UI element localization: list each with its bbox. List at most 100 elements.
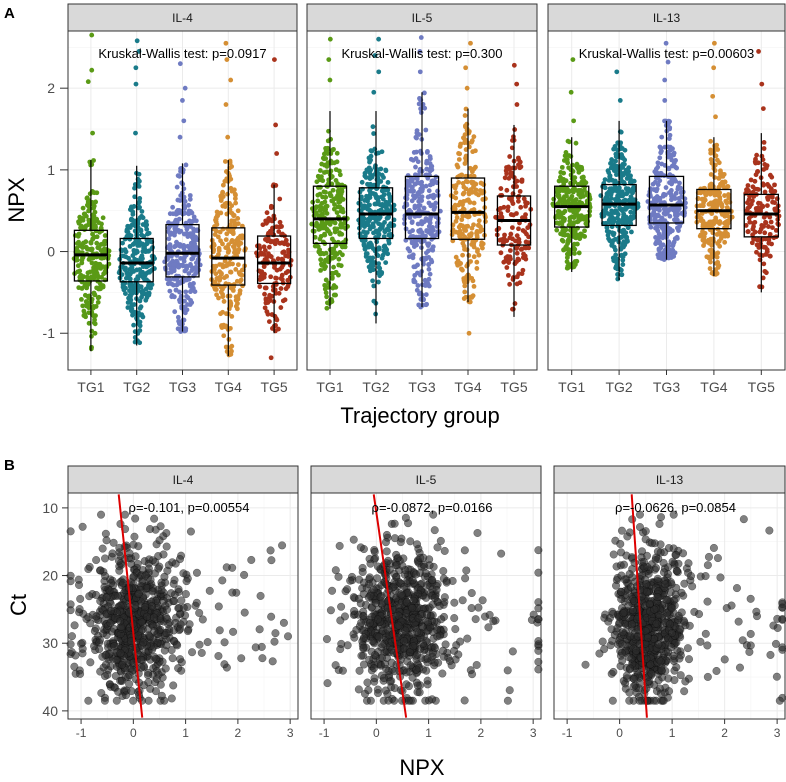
data-point [660, 235, 666, 241]
data-point [97, 689, 106, 698]
data-point [456, 157, 462, 162]
data-point [223, 344, 229, 350]
data-point [453, 183, 459, 188]
data-point [415, 283, 421, 288]
data-point [670, 146, 675, 152]
data-point [79, 286, 85, 291]
data-point [462, 113, 468, 118]
data-point [205, 586, 214, 595]
data-point [678, 194, 684, 200]
data-point [277, 219, 283, 225]
data-point [431, 195, 436, 201]
data-point [172, 309, 178, 315]
data-point [141, 571, 150, 580]
data-point [753, 156, 758, 162]
data-point [261, 264, 267, 270]
data-point [379, 172, 385, 178]
data-point [409, 234, 415, 239]
data-point [198, 615, 207, 624]
data-point [712, 145, 718, 151]
data-point [466, 330, 472, 336]
data-point [76, 669, 85, 678]
data-point [460, 206, 466, 212]
data-point [169, 294, 175, 300]
data-point [212, 279, 218, 285]
data-point [655, 170, 660, 176]
data-point [409, 188, 415, 194]
data-point [425, 281, 431, 287]
data-point [435, 188, 440, 194]
data-point [227, 299, 233, 305]
data-point [498, 186, 504, 191]
data-point [188, 297, 193, 303]
y-tick-label: -1 [43, 325, 56, 341]
data-point [164, 276, 170, 282]
data-point [162, 542, 171, 551]
data-point [327, 77, 333, 83]
kruskal-wallis-annotation: Kruskal-Wallis test: p=0.300 [341, 46, 502, 61]
data-point [318, 206, 324, 211]
data-point [651, 197, 657, 203]
data-point [240, 608, 249, 617]
data-point [167, 288, 173, 294]
data-point [668, 188, 674, 193]
data-point [514, 178, 520, 184]
data-point [620, 193, 625, 199]
data-point [329, 181, 335, 187]
data-point [376, 232, 382, 238]
data-point [108, 549, 117, 558]
data-point [150, 514, 159, 523]
data-point [371, 283, 377, 289]
data-point [440, 546, 449, 555]
data-point [75, 263, 81, 269]
data-point [231, 213, 237, 219]
data-point [480, 245, 485, 251]
box-tg5 [256, 235, 292, 285]
data-point [285, 277, 291, 283]
data-point [92, 317, 97, 323]
data-point [570, 57, 576, 62]
data-point [514, 233, 520, 239]
data-point [131, 514, 140, 523]
data-point [349, 535, 358, 544]
data-point [76, 239, 81, 245]
data-point [80, 245, 85, 250]
facet-strip [306, 3, 538, 32]
data-point [223, 40, 229, 46]
data-point [745, 205, 751, 211]
data-point [572, 179, 578, 185]
data-point [468, 40, 473, 46]
data-point [518, 204, 524, 210]
data-point [334, 210, 340, 216]
data-point [144, 248, 150, 254]
data-point [675, 186, 681, 192]
data-point [605, 168, 611, 174]
scatter-points [322, 510, 543, 705]
data-point [770, 199, 775, 205]
data-point [256, 591, 265, 600]
data-point [118, 247, 124, 253]
data-point [710, 93, 716, 99]
data-point [94, 190, 100, 196]
data-point [700, 237, 706, 243]
data-point [102, 593, 111, 602]
data-point [483, 219, 488, 224]
data-point [370, 124, 376, 130]
data-point [455, 260, 461, 265]
data-point [712, 192, 718, 198]
data-point [714, 157, 720, 163]
y-tick-label: 10 [42, 500, 58, 516]
data-point [724, 200, 730, 206]
data-point [469, 295, 475, 300]
data-point [407, 215, 413, 220]
data-point [215, 626, 224, 635]
data-point [337, 231, 343, 237]
data-point [338, 192, 343, 197]
data-point [229, 239, 234, 245]
data-point [382, 243, 388, 249]
data-point [756, 49, 761, 54]
data-point [140, 603, 149, 612]
data-point [82, 292, 88, 298]
data-point [95, 245, 101, 251]
data-point [78, 522, 87, 531]
